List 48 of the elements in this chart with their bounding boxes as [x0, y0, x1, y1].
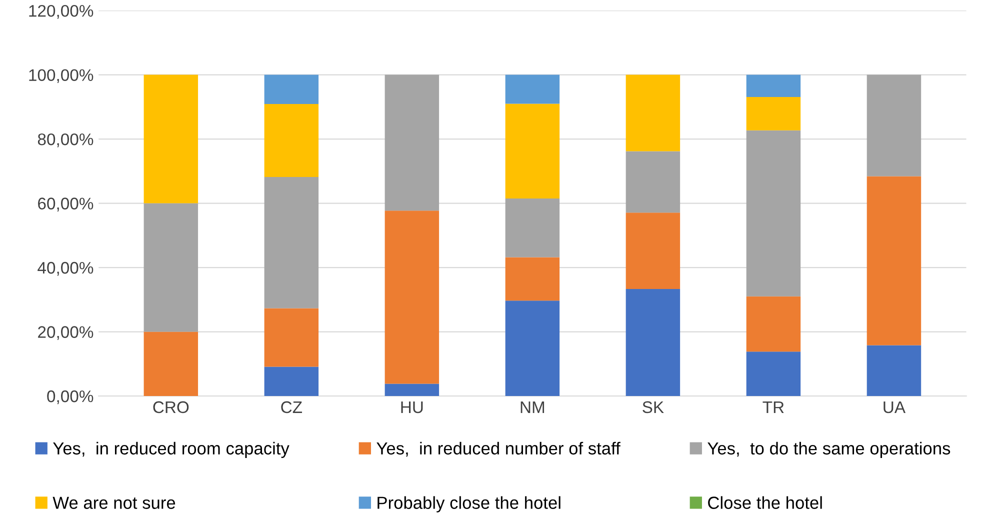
bar — [505, 104, 560, 198]
bar — [866, 176, 922, 346]
legend-label: Probably close the hotel — [378, 496, 560, 512]
bar — [264, 176, 319, 308]
x-tick-label: SK — [642, 401, 664, 414]
bar — [505, 300, 560, 396]
x-tick-label: CRO — [153, 401, 189, 414]
legend-label: Yes, in reduced number of staff — [376, 442, 620, 457]
bar — [626, 289, 680, 396]
x-tick-label: NM — [520, 401, 544, 413]
bar — [746, 96, 801, 130]
legend-label: Close the hotel — [708, 496, 822, 509]
bar — [746, 352, 801, 396]
bar — [264, 366, 319, 396]
legend-label: Yes, to do the same operations — [708, 442, 950, 458]
bar — [384, 210, 440, 384]
y-tick-label: 100,00% — [29, 69, 94, 83]
bar — [626, 74, 680, 152]
y-tick-label: 20,00% — [38, 326, 94, 340]
legend-label: We are not sure — [52, 496, 176, 509]
y-tick-label: 60,00% — [38, 198, 94, 212]
bar — [505, 74, 560, 104]
bar — [264, 74, 319, 104]
legend-label: Yes, in reduced room capacity — [53, 442, 290, 458]
y-tick-label: 0,00% — [47, 390, 94, 404]
x-tick-label: UA — [884, 401, 906, 414]
bar — [626, 212, 680, 290]
x-tick-label: HU — [401, 401, 423, 414]
bar — [866, 74, 922, 176]
bar — [505, 198, 560, 258]
bar — [866, 345, 922, 396]
bar — [144, 203, 198, 332]
y-tick-label: 120,00% — [29, 4, 94, 19]
x-tick-label: CZ — [281, 401, 302, 414]
bar — [746, 130, 801, 296]
bar — [746, 296, 801, 352]
y-tick-label: 40,00% — [38, 262, 94, 276]
bar — [144, 332, 198, 396]
bar — [384, 384, 440, 396]
bar — [264, 308, 319, 367]
bar — [505, 257, 560, 301]
bar — [746, 74, 801, 97]
bar — [144, 74, 198, 204]
y-tick-label: 80,00% — [38, 133, 94, 148]
bar — [264, 104, 319, 177]
x-tick-label: TR — [762, 401, 784, 413]
bar — [384, 74, 440, 211]
bar — [626, 151, 680, 213]
